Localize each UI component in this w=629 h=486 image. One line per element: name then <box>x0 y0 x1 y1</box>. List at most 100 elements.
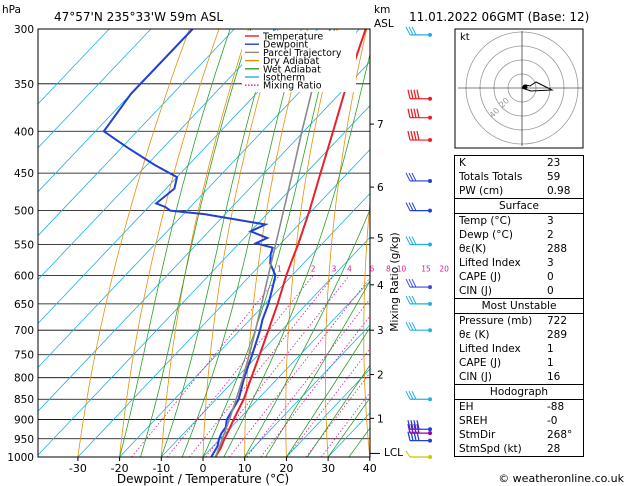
legend-label: Mixing Ratio <box>263 81 322 92</box>
plot-area <box>38 29 370 457</box>
wind-barb-dot <box>428 427 432 432</box>
row-label: StmSpd (kt) <box>459 443 522 455</box>
wind-barb-flag <box>413 420 417 430</box>
pressure-tick-label: 650 <box>14 299 34 311</box>
wet-adiabat-line <box>244 208 370 457</box>
table-row: θε (K) 289 <box>455 328 583 342</box>
wind-barb-flag <box>408 391 414 400</box>
mixing-ratio-line <box>131 275 280 457</box>
pressure-tick-label: 400 <box>14 126 34 138</box>
wet-adiabat-line <box>202 29 335 457</box>
row-label: θε (K) <box>459 329 490 341</box>
isotherm-line <box>38 29 152 149</box>
hodograph-storm-marker <box>522 84 528 90</box>
wind-barb-flag <box>410 89 414 99</box>
wind-barb-flag <box>410 130 414 141</box>
indices-table: K 23 Totals Totals 59 PW (cm) 0.98 Surface Te… <box>454 155 584 457</box>
dry-adiabat-line <box>244 29 308 457</box>
pressure-tick-labels: 300 350 400 450 500 550 600 650 700 750 800 850 900 9… <box>7 24 34 464</box>
pressure-tick-label: 450 <box>14 168 34 180</box>
wind-barb-flag <box>411 236 417 245</box>
row-label: Temp (°C) <box>459 215 512 227</box>
isotherm-line <box>202 280 370 457</box>
most-unstable-title: Most Unstable <box>455 298 583 314</box>
wind-barb-dot <box>428 138 432 143</box>
row-value: 0 <box>547 271 554 283</box>
row-value: 3 <box>547 215 554 227</box>
wind-barb-flag <box>411 321 417 331</box>
wind-barb-flag <box>410 423 414 434</box>
mixing-ratio-label: 20 <box>439 264 449 273</box>
wind-barb-flag <box>405 172 411 182</box>
hodograph-table-title: Hodograph <box>455 384 583 400</box>
wind-barb-flag <box>408 278 414 288</box>
temperature-tick-label: -20 <box>111 462 129 475</box>
row-value: 0 <box>547 285 554 297</box>
table-row: PW (cm) 0.98 <box>455 184 583 198</box>
wind-barb-flag <box>408 295 414 305</box>
wind-barb-flag <box>408 202 414 211</box>
wind-barb-flag <box>407 431 411 441</box>
row-label: θε(K) <box>459 243 487 255</box>
mixing-ratio-label: 8 <box>386 264 391 273</box>
isotherm-line <box>38 29 235 237</box>
temperature-tick-label: 40 <box>363 462 377 475</box>
wind-barb-flag <box>405 236 411 245</box>
wet-adiabat-line <box>286 327 370 457</box>
mixing-ratio-axis-title: Mixing Ratio (g/kg) <box>389 232 401 331</box>
pressure-tick-label: 300 <box>14 24 34 36</box>
isotherm-line <box>244 324 370 457</box>
hodograph-trace <box>521 81 554 92</box>
wind-barb-dot <box>428 242 432 247</box>
wet-adiabat-line <box>181 29 302 457</box>
row-label: CAPE (J) <box>459 271 502 283</box>
wind-barb-flag <box>413 423 417 434</box>
row-label: Totals Totals <box>459 171 523 183</box>
wind-barb-flag <box>410 108 414 118</box>
wind-barb-flag <box>416 89 420 99</box>
wind-barb-flag <box>411 295 417 305</box>
wind-barb-flag <box>408 236 414 245</box>
legend-label: Dewpoint <box>263 40 308 51</box>
pressure-tick-label: 950 <box>14 434 34 446</box>
wind-barb-flag <box>405 391 411 400</box>
table-row: Lifted Index 1 <box>455 342 583 356</box>
wind-barb-flag <box>413 89 417 99</box>
dry-adiabat-line <box>363 198 370 457</box>
row-value: 3 <box>547 257 554 269</box>
dry-adiabat-line <box>119 29 220 457</box>
y-unit-label: hPa <box>2 4 21 16</box>
wind-barb-dot <box>428 96 432 101</box>
km-label: km <box>374 4 390 16</box>
wind-barb-dot <box>428 285 432 290</box>
wet-adiabat-line <box>265 280 370 457</box>
row-label: EH <box>459 401 474 413</box>
surface-title: Surface <box>455 198 583 214</box>
datetime-title: 11.01.2022 06GMT (Base: 12) <box>409 10 589 24</box>
chart-series <box>102 29 367 457</box>
isotherm-line <box>119 192 370 457</box>
wind-barb-flag <box>411 278 417 288</box>
temperature-tick-label: -10 <box>152 462 170 475</box>
temperature-tick-label: 20 <box>279 462 293 475</box>
wind-barb-flag <box>405 450 411 458</box>
wind-barb-flag <box>405 278 411 288</box>
legend-label: Temperature <box>262 32 323 43</box>
wind-barb-flag <box>407 130 411 141</box>
chart-grid <box>38 29 370 457</box>
pressure-tick-label: 750 <box>14 350 34 362</box>
table-row: Totals Totals 59 <box>455 170 583 184</box>
lcl-label: LCL <box>384 447 403 459</box>
row-label: CIN (J) <box>459 371 492 383</box>
row-label: K <box>459 157 466 169</box>
plot-frame <box>37 28 371 458</box>
km-tick-label: 5 <box>377 233 384 245</box>
wind-barb-dot <box>428 32 432 37</box>
wind-barb-flag <box>405 26 411 36</box>
indices-rows: K 23 Totals Totals 59 PW (cm) 0.98 <box>455 156 583 198</box>
row-label: StmDir <box>459 429 496 441</box>
wind-barb-flag <box>407 420 411 430</box>
pressure-tick-label: 900 <box>14 415 34 427</box>
legend-label: Dry Adiabat <box>263 56 320 67</box>
mixing-ratio-label: 2 <box>311 264 316 273</box>
